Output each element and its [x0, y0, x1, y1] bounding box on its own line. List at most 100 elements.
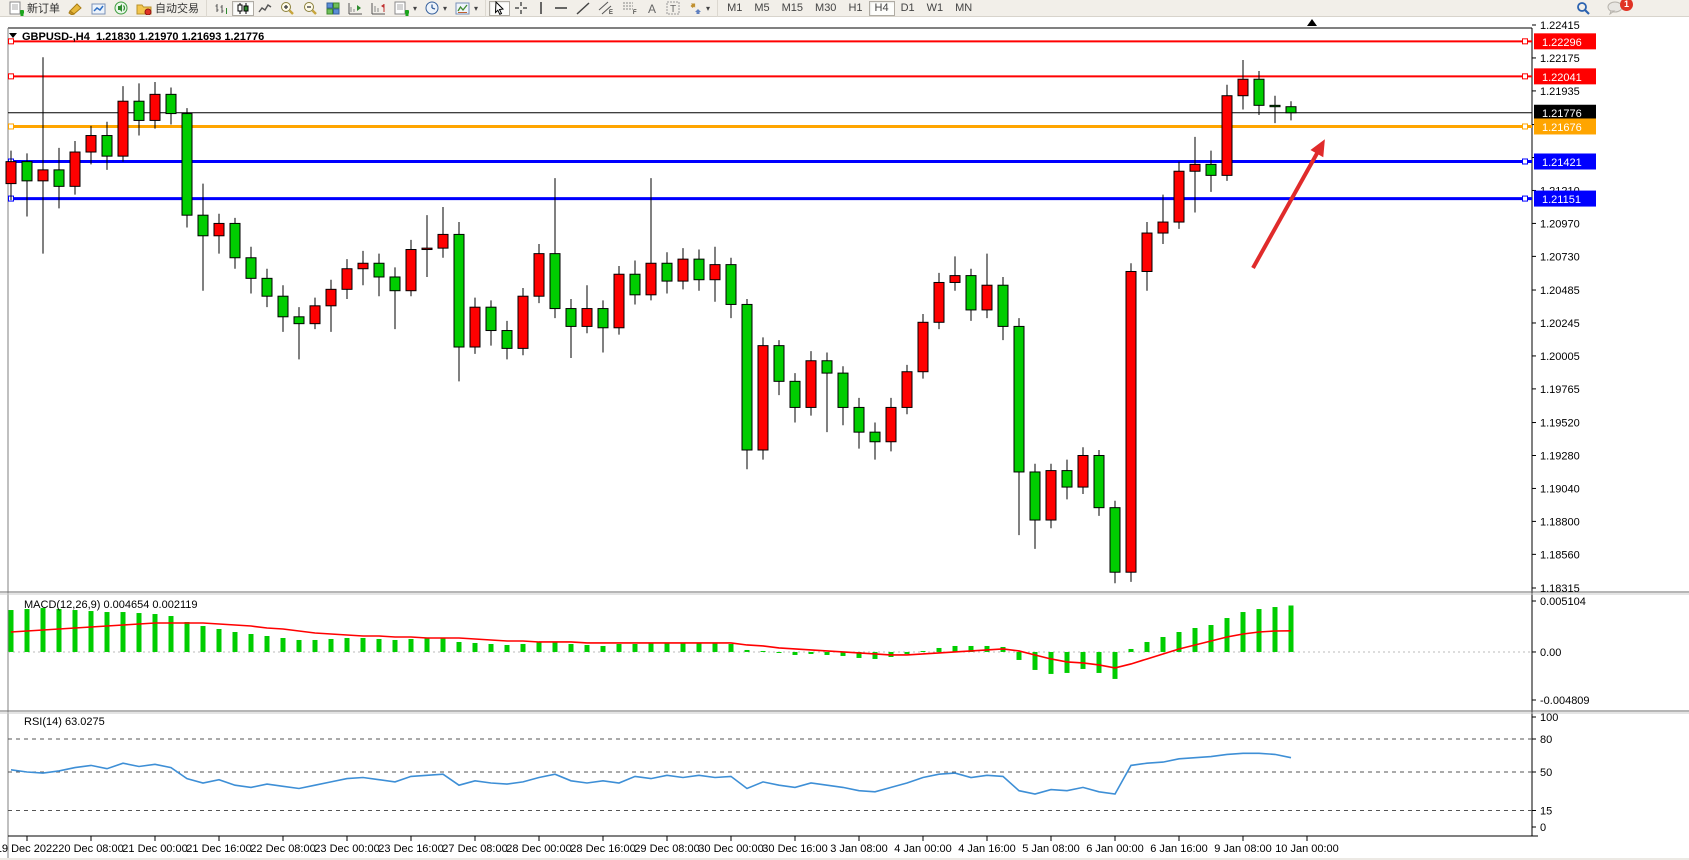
macd-histogram-bar	[1160, 636, 1166, 652]
timeframe-button-m5[interactable]: M5	[754, 2, 770, 14]
price-badge	[1534, 153, 1596, 170]
candle	[677, 258, 689, 282]
new-order-button[interactable]: 新订单	[5, 1, 64, 16]
svg-text:F: F	[633, 10, 637, 15]
candle	[869, 431, 881, 443]
zoom-in-icon	[280, 1, 295, 15]
text-label-icon: T	[666, 1, 680, 15]
zoom-out-button[interactable]	[299, 1, 322, 16]
chart-canvas[interactable]: 1.224151.221751.219351.216901.214501.212…	[0, 17, 1689, 860]
new-chart-button[interactable]: ▾	[390, 1, 421, 16]
candle	[741, 303, 753, 451]
autotrading-button-label: 自动交易	[155, 3, 199, 15]
line-handle[interactable]	[1522, 73, 1528, 80]
time-tick-label: 29 Dec 08:00	[634, 843, 699, 855]
line-handle[interactable]	[1522, 123, 1528, 130]
candle	[629, 273, 641, 296]
candle	[229, 222, 241, 259]
arrow-annotation[interactable]	[1251, 147, 1322, 269]
search-button[interactable]	[1572, 1, 1595, 16]
period-button[interactable]: ▾	[421, 1, 451, 16]
timeframe-button-h1[interactable]: H1	[848, 2, 863, 14]
macd-histogram-bar	[1048, 651, 1054, 674]
timeframe-button-mn[interactable]: MN	[955, 2, 973, 14]
price-tick-label: 1.19765	[1540, 384, 1580, 396]
price-tick-label: 1.20245	[1540, 318, 1580, 330]
candle	[1125, 270, 1137, 573]
timeframe-button-m15[interactable]: M15	[781, 2, 804, 14]
vertical-line-button[interactable]	[532, 1, 550, 16]
horizontal-line-button[interactable]	[550, 1, 572, 16]
price-badge	[1534, 68, 1596, 85]
macd-histogram-bar	[536, 641, 542, 652]
candle	[533, 253, 545, 297]
new-order-button-label: 新订单	[27, 3, 60, 15]
candlestick-button[interactable]	[232, 0, 254, 16]
trendline-button[interactable]	[572, 1, 594, 16]
auto-scroll-button[interactable]	[344, 1, 367, 16]
macd-histogram-bar	[104, 612, 110, 652]
macd-histogram-bar	[8, 610, 14, 652]
text-button[interactable]: A	[642, 1, 662, 16]
arrows-button[interactable]: ▾	[684, 1, 714, 16]
candle	[1029, 471, 1041, 521]
chart-toolbar-group: ▾ ▾ ▾	[207, 0, 487, 17]
candle	[1093, 454, 1105, 509]
line-handle[interactable]	[8, 123, 14, 130]
chart-shift-button[interactable]	[367, 1, 390, 16]
macd-histogram-bar	[520, 643, 526, 652]
macd-histogram-bar	[504, 644, 510, 652]
candle	[549, 253, 561, 310]
chart-window-button[interactable]	[87, 1, 110, 16]
line-handle[interactable]	[8, 73, 14, 80]
bar-chart-button[interactable]	[210, 1, 232, 16]
candle	[1141, 232, 1153, 272]
fibonacci-button[interactable]: F	[618, 1, 642, 16]
candle	[437, 233, 449, 249]
price-badge-label: 1.21776	[1542, 108, 1582, 120]
chart-window[interactable]: 1.224151.221751.219351.216901.214501.212…	[0, 17, 1689, 860]
macd-histogram-bar	[472, 642, 478, 652]
macd-histogram-bar	[584, 644, 590, 652]
time-tick-label: 20 Dec 08:00	[58, 843, 123, 855]
candle	[357, 262, 369, 270]
arrow-annotation-head[interactable]	[1310, 139, 1325, 158]
macd-histogram-bar	[824, 651, 830, 655]
price-tick-label: 1.20485	[1540, 285, 1580, 297]
line-handle[interactable]	[1522, 38, 1528, 45]
line-handle[interactable]	[1522, 195, 1528, 202]
tile-windows-button[interactable]	[322, 1, 344, 16]
macd-histogram-bar	[856, 651, 862, 658]
candle	[661, 262, 673, 282]
candle	[1237, 78, 1249, 97]
text-label-button[interactable]: T	[662, 1, 684, 16]
styler-button[interactable]	[64, 1, 87, 16]
candle	[341, 268, 353, 290]
signals-button[interactable]	[110, 1, 132, 16]
chart-shift-marker[interactable]	[1307, 19, 1317, 26]
timeframe-button-h4[interactable]: H4	[868, 0, 895, 16]
autotrading-button[interactable]: 自动交易	[132, 1, 203, 16]
zoom-in-button[interactable]	[276, 1, 299, 16]
timeframe-button-m1[interactable]: M1	[727, 2, 743, 14]
timeframe-button-d1[interactable]: D1	[900, 2, 915, 14]
equidistant-channel-button[interactable]: E	[594, 1, 618, 16]
timeframe-button-m30[interactable]: M30	[815, 2, 837, 14]
macd-histogram-bar	[696, 642, 702, 652]
crosshair-button[interactable]	[510, 1, 532, 16]
candle	[165, 93, 177, 115]
main-toolbar: 新订单 自动交易 ▾ ▾ ▾ E F A T ▾ M1 M5 M15 M30 H1 H4 D1 W1 MN 1	[0, 0, 1689, 17]
chart-title-caret-icon[interactable]	[9, 33, 17, 38]
chat-button[interactable]: 1	[1603, 0, 1633, 16]
macd-histogram-bar	[616, 643, 622, 652]
line-handle[interactable]	[1522, 158, 1528, 165]
macd-histogram-bar	[808, 651, 814, 654]
template-button[interactable]: ▾	[451, 1, 482, 16]
macd-histogram-bar	[344, 637, 350, 652]
timeframe-button-w1[interactable]: W1	[926, 2, 944, 14]
cursor-button[interactable]	[489, 0, 511, 16]
line-handle[interactable]	[8, 38, 14, 45]
macd-histogram-bar	[408, 638, 414, 652]
candle	[245, 257, 257, 279]
line-chart-button[interactable]	[254, 1, 276, 16]
